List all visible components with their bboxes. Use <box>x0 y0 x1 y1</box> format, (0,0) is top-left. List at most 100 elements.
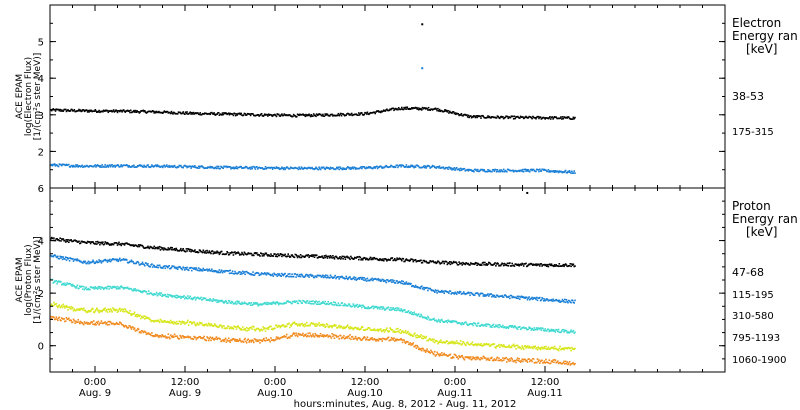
data-point <box>95 166 97 168</box>
data-point <box>358 304 361 306</box>
data-point <box>571 118 573 120</box>
data-point <box>358 337 361 339</box>
data-point <box>93 288 96 290</box>
data-point <box>493 343 496 345</box>
data-point <box>474 358 477 361</box>
data-point <box>427 289 429 292</box>
data-point <box>449 263 452 266</box>
data-point <box>563 171 565 174</box>
data-point <box>365 167 367 170</box>
data-point <box>340 337 343 340</box>
data-point <box>397 165 400 167</box>
data-point <box>437 289 439 292</box>
data-point <box>182 166 184 169</box>
data-point <box>327 301 329 303</box>
data-point <box>151 164 153 166</box>
data-point <box>397 309 399 311</box>
data-point <box>441 110 444 113</box>
data-point <box>72 309 75 312</box>
data-point <box>73 319 76 322</box>
data-point <box>220 114 223 116</box>
data-point <box>99 166 101 168</box>
data-point <box>325 255 328 258</box>
data-point <box>417 107 419 109</box>
data-point <box>156 294 159 297</box>
legend-entry: 47-68 <box>732 266 764 279</box>
data-point <box>549 299 551 302</box>
data-point <box>378 111 380 113</box>
data-point <box>130 259 133 262</box>
data-point <box>162 321 165 323</box>
data-point <box>231 272 233 274</box>
data-point <box>570 349 572 352</box>
data-point <box>157 246 159 248</box>
data-point <box>267 166 270 169</box>
data-point <box>542 264 544 266</box>
data-point <box>57 281 59 283</box>
data-point <box>116 244 119 246</box>
data-point <box>288 275 290 278</box>
data-point <box>370 306 373 309</box>
data-point <box>519 263 522 265</box>
data-point <box>260 113 263 115</box>
data-point <box>400 282 402 285</box>
data-point <box>309 303 312 305</box>
data-point <box>311 254 313 256</box>
data-point <box>500 263 503 266</box>
data-point <box>386 330 389 332</box>
data-point <box>53 301 55 304</box>
data-point <box>368 113 370 116</box>
data-point <box>162 335 164 337</box>
data-point <box>171 246 173 249</box>
data-point <box>117 243 120 245</box>
data-point <box>201 270 204 272</box>
data-point <box>158 264 161 267</box>
data-point <box>426 165 428 168</box>
data-point <box>109 285 112 288</box>
data-point <box>168 164 170 167</box>
data-point <box>99 288 102 290</box>
data-point <box>468 356 470 358</box>
data-point <box>235 303 238 305</box>
data-point <box>323 275 326 277</box>
data-point <box>112 109 115 111</box>
data-point <box>113 164 116 167</box>
data-point <box>126 164 128 166</box>
data-point <box>277 325 279 328</box>
data-point <box>195 338 198 341</box>
data-point <box>326 257 329 259</box>
data-point <box>138 245 141 248</box>
y-axis-label: [1/(cm²s ster MeV)] <box>33 236 43 323</box>
data-point <box>207 270 209 272</box>
data-point <box>101 310 103 313</box>
y-axis-label: log(Proton Flux) <box>24 244 34 315</box>
data-point <box>330 337 333 339</box>
data-point <box>137 313 139 316</box>
data-point <box>100 320 103 322</box>
data-point <box>534 264 536 266</box>
data-point <box>92 286 95 289</box>
data-point <box>414 106 417 109</box>
data-point <box>412 165 415 168</box>
data-point <box>225 300 228 303</box>
data-point <box>551 361 554 363</box>
data-point <box>394 259 397 262</box>
data-point <box>434 350 436 353</box>
data-point <box>298 323 300 325</box>
data-point <box>309 300 311 303</box>
data-point <box>437 107 439 110</box>
data-point <box>144 315 147 318</box>
data-point <box>326 334 329 336</box>
data-point <box>278 325 281 327</box>
data-point <box>89 323 91 325</box>
data-point <box>539 265 541 267</box>
data-point <box>361 339 363 341</box>
data-point <box>410 344 412 346</box>
data-point <box>260 328 263 331</box>
data-point <box>100 110 103 113</box>
data-point <box>335 168 337 170</box>
data-point <box>495 357 498 360</box>
data-point <box>311 166 313 169</box>
data-point <box>185 165 188 168</box>
data-point <box>333 276 336 278</box>
